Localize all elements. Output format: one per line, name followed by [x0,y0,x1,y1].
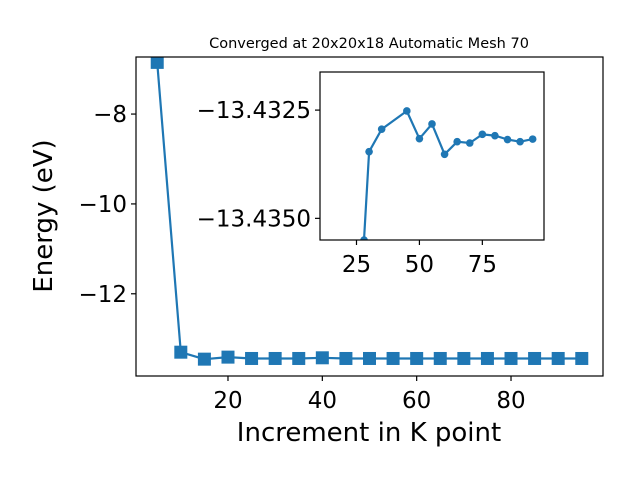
inset-data-point [465,139,474,147]
data-series [150,57,589,366]
data-point [174,345,188,359]
data-point [363,351,376,365]
y-tick-label: −8 [93,102,127,128]
inset-data-series [360,107,537,240]
inset-plot-frame [319,71,545,241]
data-point [268,351,282,365]
y-axis-label: Energy (eV) [29,139,59,292]
inset-plot-area [320,72,544,240]
inset-data-point [428,120,436,128]
data-point [457,351,471,365]
inset-data-point [453,137,461,146]
inset-data-point [365,147,373,156]
data-point [315,351,329,365]
data-point [551,351,565,365]
data-point [197,352,211,366]
inset-data-point [516,137,524,146]
x-tick-label: 20 [213,388,242,414]
x-tick-label: 60 [402,388,431,414]
inset-y-tick-label: −13.4350 [197,206,311,232]
data-point [433,351,447,365]
inset-data-point [403,107,411,115]
plot-frame [135,56,604,377]
data-point [150,57,164,69]
data-point [504,351,518,365]
inset-data-point [377,125,386,133]
data-point [575,351,589,365]
inset-y-tick-label: −13.4325 [197,98,311,124]
inset-x-tick-label: 75 [468,252,497,278]
inset-data-point [491,131,499,140]
data-point [410,351,424,365]
data-point [339,351,353,365]
inset-plot: 25 50 75 −13.4350 −13.4325 [197,71,545,278]
data-point [386,351,400,365]
inset-data-point [440,150,449,159]
data-point [528,351,542,365]
inset-x-tick-label: 50 [405,252,434,278]
chart-title: Converged at 20x20x18 Automatic Mesh 70 [209,36,529,52]
inset-data-point [503,135,512,144]
x-tick-label: 40 [308,388,337,414]
data-point [221,350,235,364]
inset-data-point [478,130,487,139]
inset-x-tick-label: 25 [342,252,371,278]
y-tick-label: −10 [78,192,127,218]
inset-data-point [528,135,537,143]
x-tick-label: 80 [496,388,525,414]
inset-data-point [415,134,424,143]
data-point [292,351,306,365]
data-point [245,351,259,365]
x-axis-label: Increment in K point [237,418,501,448]
data-point [480,351,494,365]
y-tick-label: −12 [78,282,127,308]
inset-data-point [360,236,368,240]
